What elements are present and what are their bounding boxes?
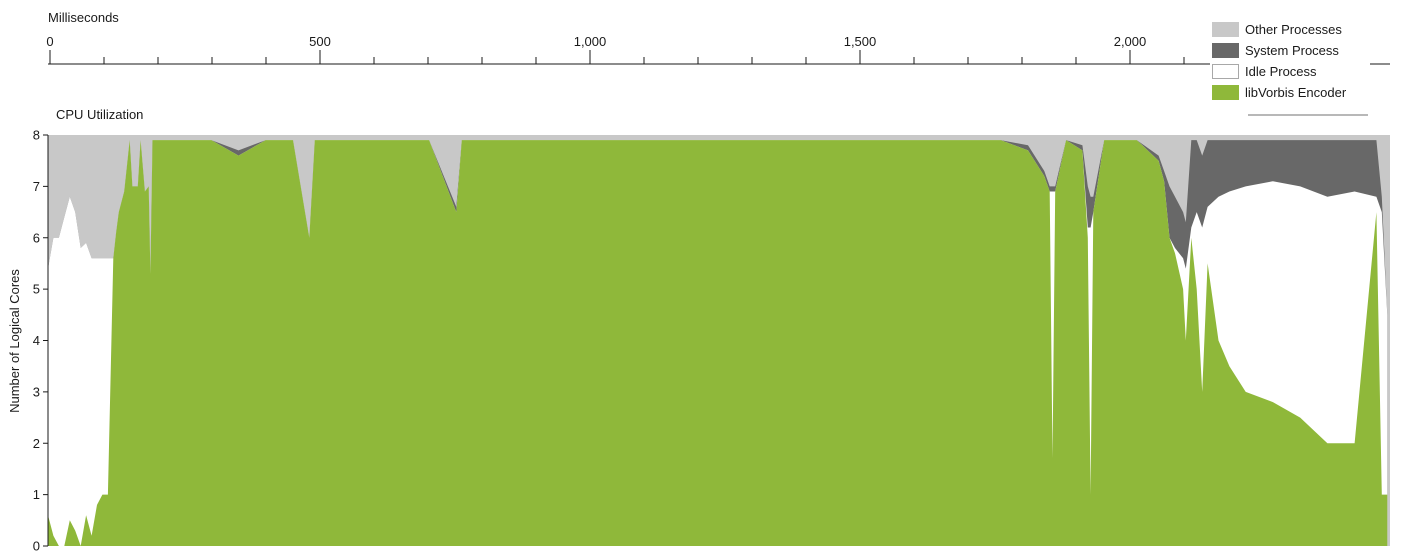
y-axis-label: Number of Logical Cores xyxy=(7,269,22,413)
legend: Other Processes System Process Idle Proces… xyxy=(1210,18,1370,116)
legend-label: System Process xyxy=(1245,42,1339,58)
legend-item: Idle Process xyxy=(1212,63,1317,79)
time-axis: Milliseconds 0 500 1,000 1,500 2,000 xyxy=(46,10,1390,65)
y-tick-label: 5 xyxy=(33,282,40,297)
series-layer xyxy=(48,135,1390,546)
time-tick-label: 1,000 xyxy=(574,34,607,49)
chart-title: CPU Utilization xyxy=(56,107,143,122)
y-tick-label: 2 xyxy=(33,436,40,451)
plot-area: 0 1 2 3 4 5 6 7 8 xyxy=(33,128,1390,554)
y-tick-label: 6 xyxy=(33,230,40,245)
legend-swatch xyxy=(1212,21,1239,37)
y-tick-label: 4 xyxy=(33,333,40,348)
time-axis-label: Milliseconds xyxy=(48,10,119,25)
time-tick-label: 2,000 xyxy=(1114,34,1147,49)
legend-label: Idle Process xyxy=(1245,63,1317,79)
y-tick-label: 8 xyxy=(33,128,40,143)
legend-item: libVorbis Encoder xyxy=(1212,84,1346,100)
time-ticks: 0 500 1,000 1,500 2,000 xyxy=(46,34,1347,64)
y-ticks: 0 1 2 3 4 5 6 7 8 xyxy=(33,128,48,554)
y-tick-label: 0 xyxy=(33,539,40,554)
y-tick-label: 1 xyxy=(33,487,40,502)
legend-swatch xyxy=(1212,84,1239,100)
series-area-libvorbis-encoder xyxy=(48,140,1388,546)
time-tick-label: 0 xyxy=(46,34,53,49)
legend-item: System Process xyxy=(1212,42,1339,58)
y-tick-label: 7 xyxy=(33,179,40,194)
legend-item: Other Processes xyxy=(1212,21,1342,37)
time-tick-label: 1,500 xyxy=(844,34,877,49)
time-tick-label: 500 xyxy=(309,34,331,49)
legend-divider xyxy=(1248,114,1368,116)
legend-label: libVorbis Encoder xyxy=(1245,84,1347,100)
legend-swatch xyxy=(1212,63,1239,79)
legend-swatch xyxy=(1212,42,1239,58)
legend-label: Other Processes xyxy=(1245,21,1342,37)
y-tick-label: 3 xyxy=(33,384,40,399)
